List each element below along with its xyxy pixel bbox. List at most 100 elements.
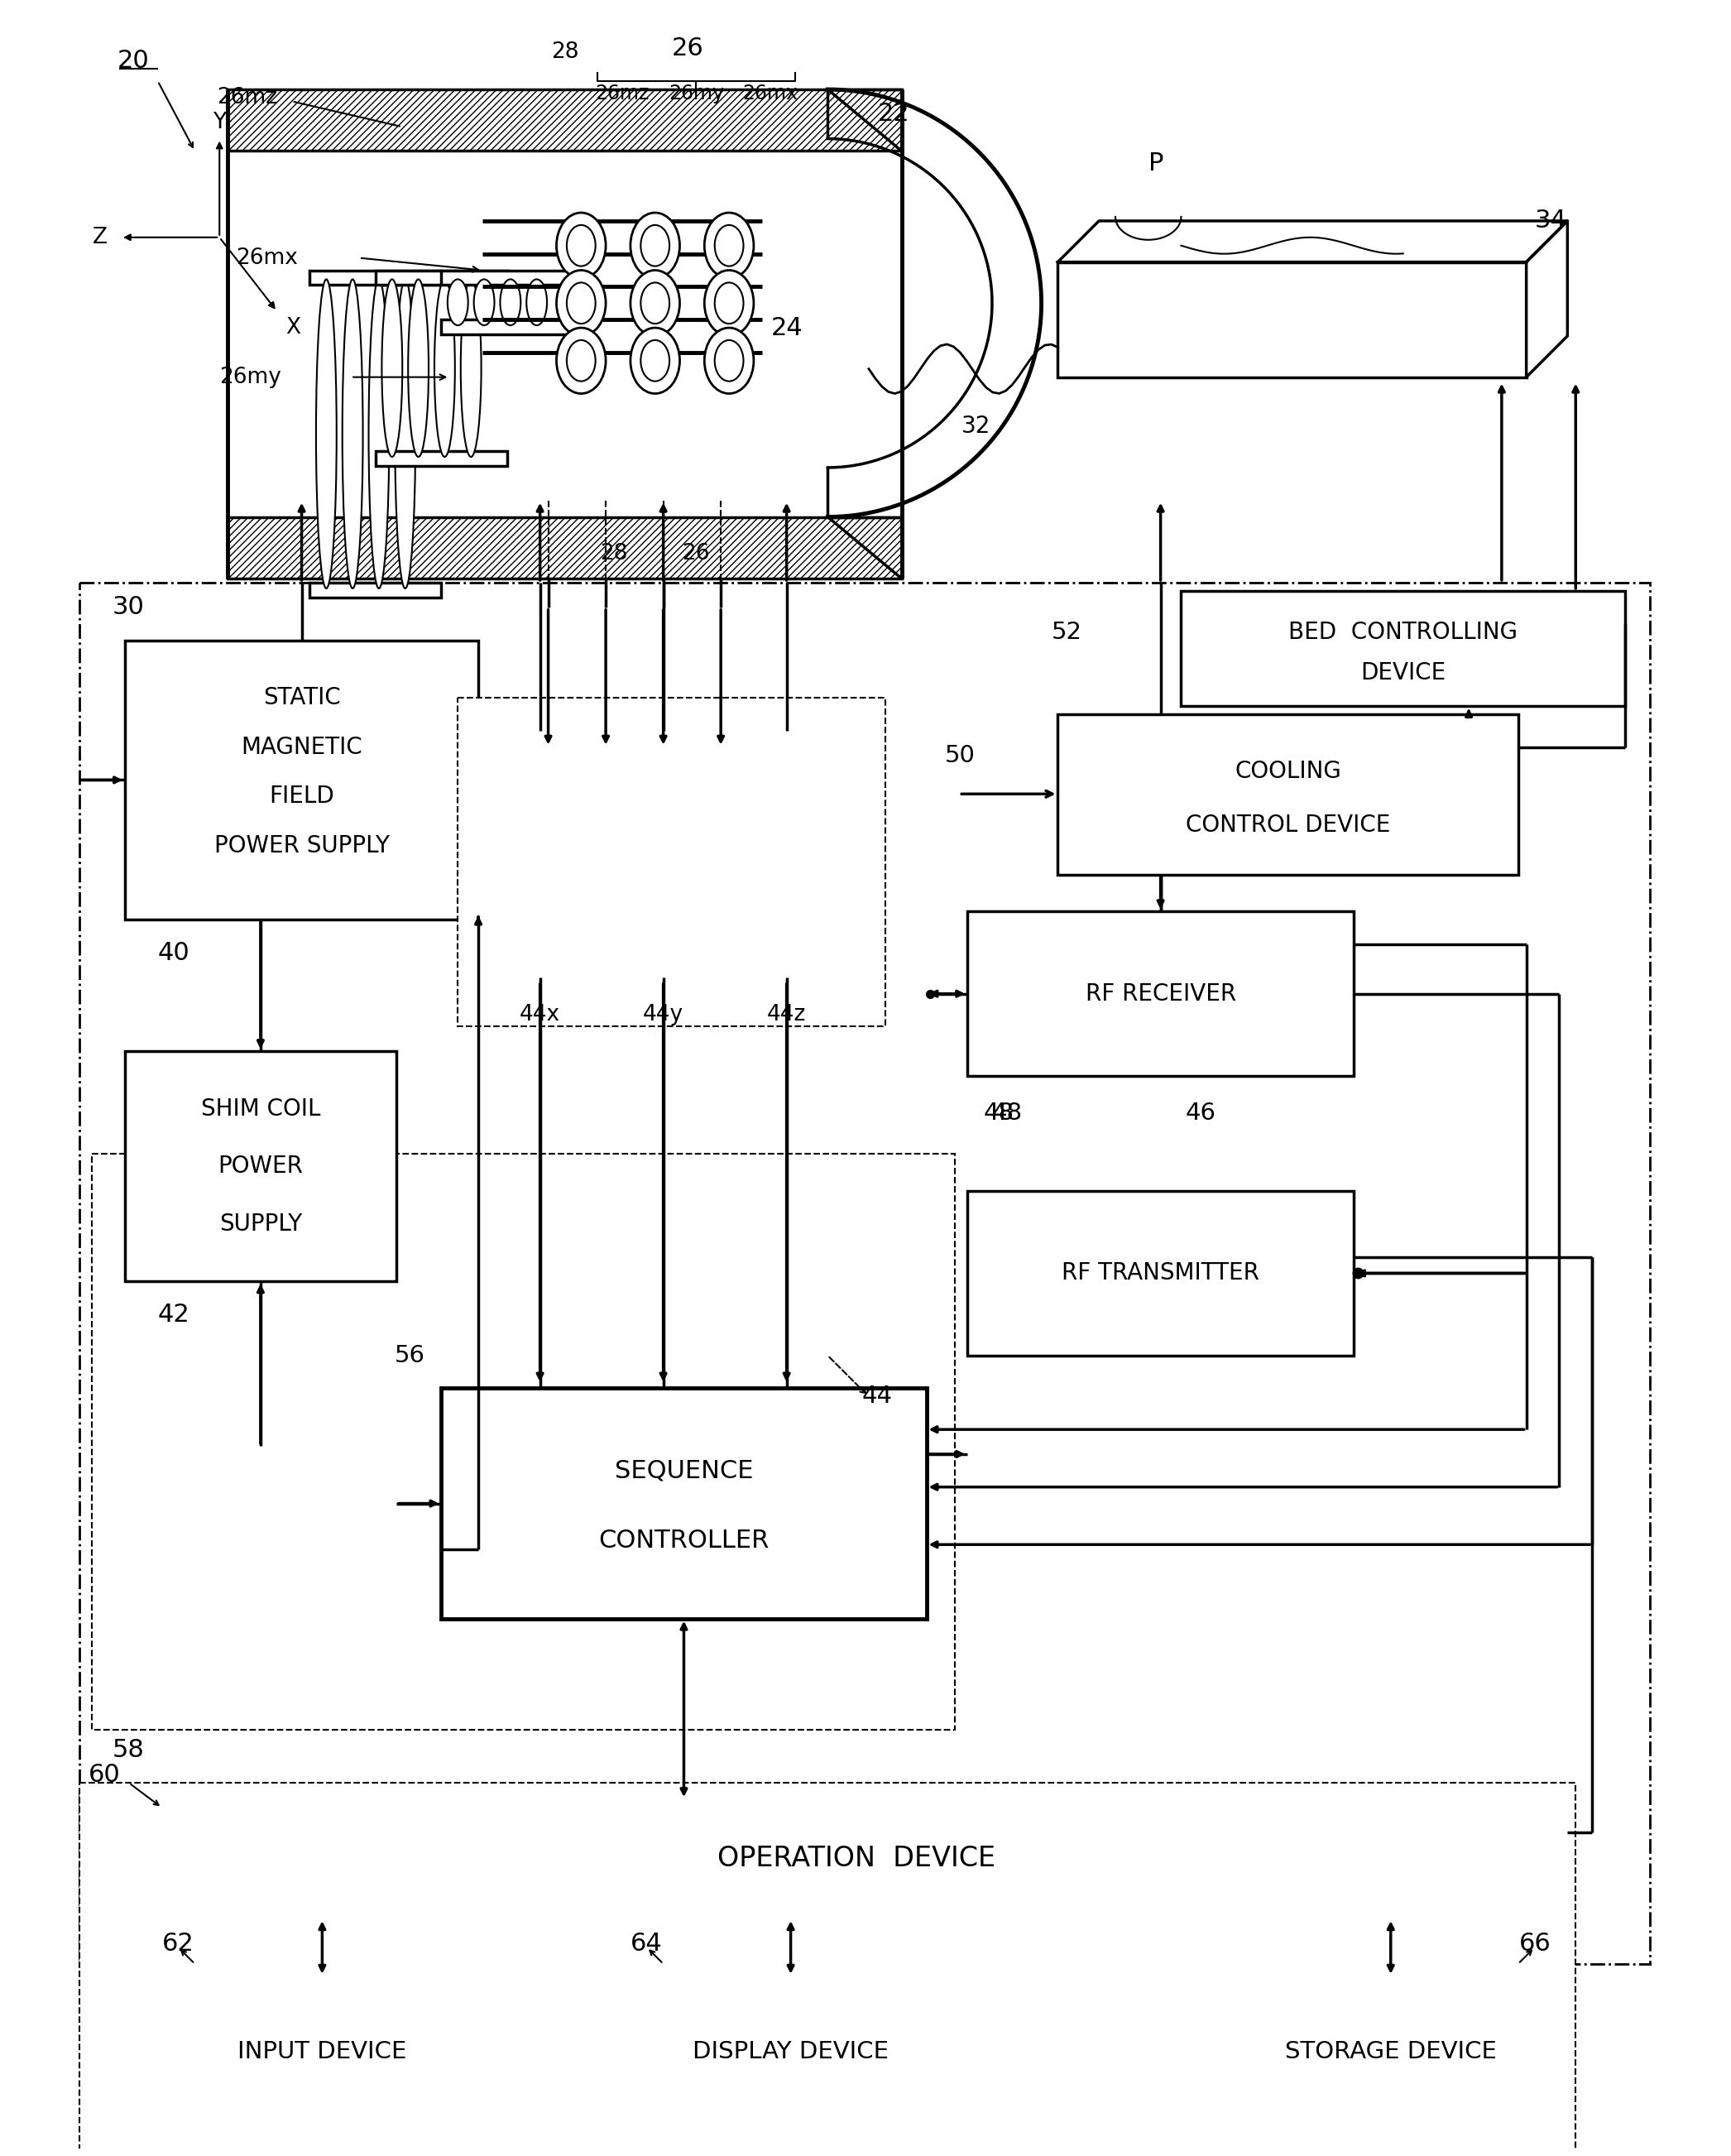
Ellipse shape: [630, 328, 680, 395]
Text: POWER: POWER: [218, 1156, 303, 1177]
Ellipse shape: [500, 280, 521, 326]
Text: RF TRANSMITTER: RF TRANSMITTER: [1061, 1261, 1260, 1285]
Bar: [441, 270, 573, 285]
Text: 32: 32: [961, 414, 990, 438]
Text: MAGNETIC: MAGNETIC: [241, 735, 362, 759]
Bar: [310, 582, 441, 597]
Text: 34: 34: [1535, 209, 1567, 233]
Text: 60: 60: [88, 1764, 121, 1787]
Text: CONTROLLER: CONTROLLER: [599, 1529, 769, 1552]
Text: 28: 28: [601, 543, 628, 565]
Text: SEQUENCE: SEQUENCE: [615, 1460, 753, 1483]
Bar: [441, 1388, 926, 1619]
Text: 52: 52: [1052, 621, 1082, 645]
Ellipse shape: [705, 328, 753, 395]
Text: OPERATION  DEVICE: OPERATION DEVICE: [717, 1846, 995, 1871]
Ellipse shape: [409, 280, 429, 457]
Text: 56: 56: [395, 1343, 424, 1367]
Text: 62: 62: [163, 1932, 194, 1955]
Polygon shape: [1527, 220, 1568, 377]
Bar: [228, 517, 902, 578]
Text: 40: 40: [158, 940, 190, 964]
Text: FIELD: FIELD: [268, 785, 334, 808]
Ellipse shape: [556, 213, 606, 278]
Ellipse shape: [715, 224, 743, 265]
Bar: [490, 731, 589, 977]
Ellipse shape: [317, 280, 336, 589]
Ellipse shape: [566, 282, 595, 323]
Bar: [968, 912, 1354, 1076]
Text: SHIM COIL: SHIM COIL: [201, 1097, 320, 1121]
Text: CONTROL DEVICE: CONTROL DEVICE: [1186, 813, 1390, 837]
Bar: [968, 1190, 1354, 1356]
Text: 26mz: 26mz: [595, 84, 649, 103]
Text: 58: 58: [113, 1738, 145, 1761]
Text: 30: 30: [113, 595, 145, 619]
Polygon shape: [1058, 220, 1568, 263]
Bar: [1058, 263, 1527, 377]
Bar: [125, 640, 478, 921]
Bar: [92, 1153, 956, 1729]
Text: 48: 48: [992, 1102, 1023, 1125]
Text: X: X: [286, 317, 301, 338]
Ellipse shape: [640, 282, 670, 323]
Text: 26my: 26my: [668, 84, 724, 103]
Text: Z: Z: [93, 226, 107, 248]
Ellipse shape: [630, 213, 680, 278]
Text: 46: 46: [1186, 1102, 1215, 1125]
Text: 48: 48: [983, 1102, 1014, 1125]
Ellipse shape: [460, 280, 481, 457]
Ellipse shape: [630, 270, 680, 336]
Ellipse shape: [640, 341, 670, 382]
Text: SUPPLY: SUPPLY: [220, 1212, 301, 1235]
Bar: [1181, 591, 1625, 705]
Bar: [1213, 1977, 1568, 2128]
Bar: [737, 731, 836, 977]
Bar: [80, 582, 1650, 1964]
Ellipse shape: [715, 341, 743, 382]
Text: Y: Y: [213, 112, 227, 134]
Ellipse shape: [369, 280, 389, 589]
Text: P: P: [1149, 151, 1163, 175]
Bar: [145, 1800, 1568, 1919]
Text: 28: 28: [550, 41, 578, 63]
Bar: [310, 270, 441, 285]
Text: 66: 66: [1518, 1932, 1551, 1955]
Text: 26my: 26my: [220, 367, 280, 388]
Text: 44y: 44y: [642, 1003, 684, 1024]
Bar: [228, 88, 902, 151]
Ellipse shape: [705, 213, 753, 278]
Text: RF RECEIVER: RF RECEIVER: [1085, 983, 1236, 1005]
Ellipse shape: [715, 282, 743, 323]
Text: COOLING: COOLING: [1234, 761, 1342, 783]
Text: 20: 20: [118, 50, 149, 73]
Ellipse shape: [448, 280, 467, 326]
Bar: [80, 1783, 1575, 2156]
Text: 26mx: 26mx: [743, 84, 798, 103]
Text: 26: 26: [682, 543, 710, 565]
Ellipse shape: [556, 270, 606, 336]
Text: 64: 64: [630, 1932, 663, 1955]
Text: BED  CONTROLLING: BED CONTROLLING: [1288, 621, 1518, 645]
Bar: [457, 699, 885, 1026]
Ellipse shape: [343, 280, 364, 589]
Bar: [376, 451, 507, 466]
Ellipse shape: [705, 270, 753, 336]
Text: 44x: 44x: [519, 1003, 561, 1024]
Ellipse shape: [640, 224, 670, 265]
Ellipse shape: [526, 280, 547, 326]
Text: 26mx: 26mx: [235, 248, 298, 270]
Text: INPUT DEVICE: INPUT DEVICE: [237, 2040, 407, 2063]
Text: POWER SUPPLY: POWER SUPPLY: [215, 834, 389, 858]
Bar: [441, 319, 573, 334]
Bar: [125, 1052, 396, 1281]
Bar: [145, 1977, 499, 2128]
Bar: [615, 731, 713, 977]
Text: 22: 22: [878, 101, 909, 125]
Ellipse shape: [474, 280, 495, 326]
Ellipse shape: [383, 280, 402, 457]
Bar: [1058, 714, 1518, 875]
Text: 26mz: 26mz: [216, 86, 277, 108]
Text: STATIC: STATIC: [263, 686, 341, 709]
Bar: [376, 270, 507, 285]
